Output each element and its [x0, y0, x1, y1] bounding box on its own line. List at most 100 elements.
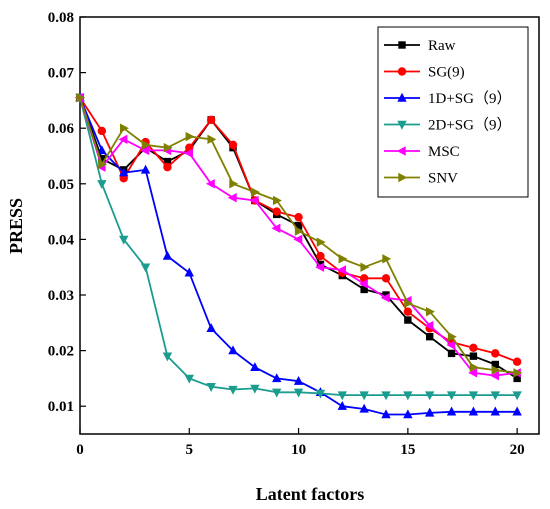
data-point — [426, 306, 435, 317]
data-point — [425, 391, 435, 401]
data-point — [163, 142, 173, 153]
data-point — [468, 406, 479, 416]
data-point — [228, 345, 238, 355]
data-point — [206, 383, 216, 392]
data-point — [404, 316, 412, 324]
data-point — [490, 391, 500, 401]
data-point — [446, 391, 457, 401]
legend-box — [377, 26, 529, 198]
data-point — [118, 134, 128, 145]
legend-marker — [398, 172, 408, 183]
data-point — [446, 340, 456, 350]
data-point — [294, 212, 303, 222]
data-point — [141, 143, 150, 152]
data-point — [337, 401, 347, 410]
data-point — [490, 370, 499, 381]
y-tick-label: 0.04 — [48, 232, 75, 248]
data-point — [316, 260, 325, 269]
data-point — [447, 349, 456, 358]
legend-label: SG(9) — [428, 65, 465, 81]
data-point — [228, 140, 238, 150]
data-point — [491, 365, 501, 375]
data-point — [272, 388, 282, 398]
data-point — [141, 140, 151, 150]
data-point — [119, 167, 129, 177]
x-tick-label: 20 — [510, 442, 525, 458]
y-axis: 0.01 0.02 0.03 0.04 0.05 0.06 0.07 0.08 — [48, 10, 86, 415]
data-point — [184, 374, 194, 384]
legend-item: 2D+SG（9） — [384, 117, 511, 134]
data-point — [271, 223, 281, 233]
data-point — [251, 187, 261, 197]
data-point — [162, 250, 173, 260]
data-point — [447, 332, 457, 342]
data-point — [184, 267, 194, 277]
data-point — [205, 179, 215, 189]
x-tick-label: 0 — [76, 442, 84, 458]
legend-marker — [397, 120, 407, 130]
data-point — [250, 384, 260, 394]
data-point — [337, 265, 346, 275]
data-point — [468, 391, 479, 401]
data-point — [359, 391, 369, 401]
data-point — [293, 375, 304, 385]
data-point — [184, 148, 193, 158]
data-point — [294, 221, 303, 230]
data-point — [491, 360, 499, 369]
data-point — [228, 385, 238, 395]
data-point — [315, 262, 325, 272]
legend-label: 2D+SG（9） — [428, 117, 511, 134]
data-point — [140, 263, 151, 273]
data-point — [424, 320, 434, 331]
legend-item: SNV — [384, 171, 458, 187]
legend-marker — [398, 41, 406, 49]
data-point — [294, 226, 304, 236]
data-point — [425, 407, 435, 417]
data-point — [491, 349, 500, 358]
data-point — [512, 406, 522, 416]
data-point — [293, 234, 303, 245]
legend-item: SG(9) — [384, 65, 465, 81]
series-6 — [76, 92, 523, 378]
data-point — [381, 391, 391, 401]
data-point — [76, 92, 86, 103]
data-point — [120, 123, 129, 133]
legend-label: MSC — [428, 144, 460, 160]
data-point — [359, 403, 369, 413]
plot-frame — [79, 16, 540, 435]
data-point — [338, 254, 348, 264]
data-point — [426, 333, 434, 341]
data-point — [468, 368, 478, 378]
data-point — [206, 115, 216, 125]
legend-item: 1D+SG（9） — [384, 90, 511, 107]
data-point — [97, 126, 107, 136]
data-point — [185, 131, 195, 142]
data-point — [403, 391, 413, 401]
data-point — [337, 391, 347, 401]
data-point — [98, 155, 106, 163]
y-tick-label: 0.08 — [48, 10, 74, 26]
y-axis-title: PRESS — [6, 198, 26, 254]
data-point — [512, 391, 522, 401]
data-point — [119, 235, 129, 245]
data-point — [360, 285, 368, 294]
data-point — [382, 291, 390, 299]
series-group — [74, 92, 523, 419]
legend-item: MSC — [384, 144, 460, 160]
y-tick-label: 0.02 — [48, 344, 74, 360]
data-point — [446, 406, 457, 416]
x-tick-label: 10 — [291, 442, 306, 458]
y-tick-label: 0.06 — [48, 121, 75, 137]
data-point — [206, 323, 216, 333]
data-point — [97, 145, 107, 155]
legend-marker — [397, 92, 407, 102]
data-point — [469, 352, 478, 360]
legend-label: Raw — [428, 38, 456, 54]
data-point — [382, 254, 392, 264]
legend-marker — [396, 146, 406, 156]
data-point — [404, 298, 414, 309]
data-point — [98, 159, 108, 170]
data-point — [381, 274, 391, 283]
data-point — [273, 195, 282, 206]
